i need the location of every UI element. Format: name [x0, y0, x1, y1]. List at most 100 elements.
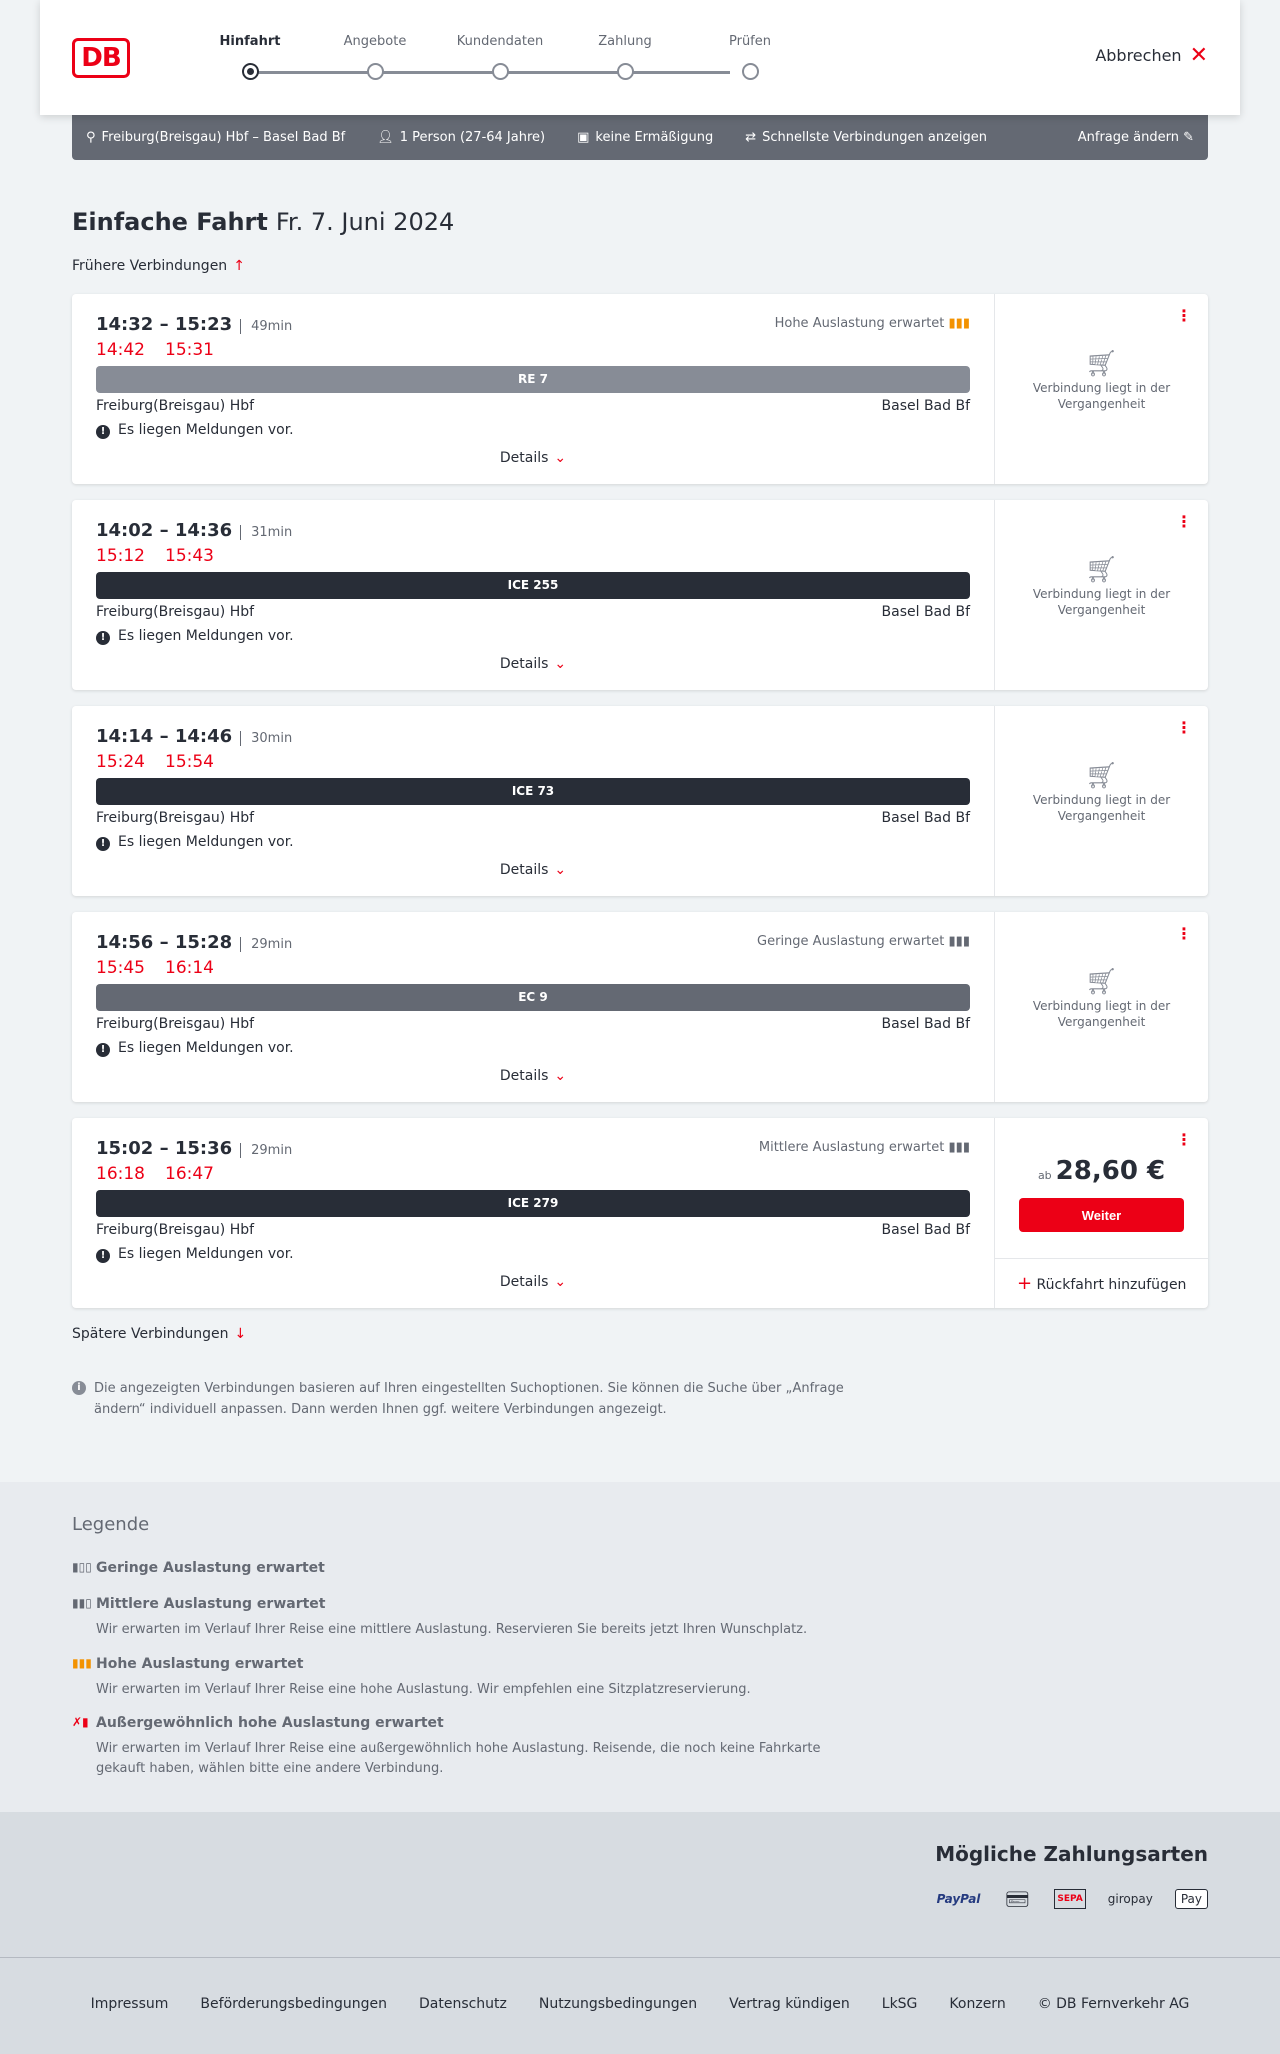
occupancy-text: Hohe Auslastung erwartet: [774, 316, 945, 331]
offer-panel: ⋮ ab 28,60 € Weiter + Rückfahrt hinzufügen: [994, 1118, 1208, 1308]
message-notice: ! Es liegen Meldungen vor.: [96, 1040, 294, 1057]
train-bar: RE 7: [96, 366, 970, 393]
connection-card: 14:14 – 14:46 30min 15:24 15:54 ICE 73 Fre…: [72, 706, 1208, 896]
realtime-arrival: 16:47: [165, 1164, 214, 1184]
connection-main[interactable]: 14:32 – 15:23 49min 14:42 15:31 Hohe Ausla…: [96, 294, 970, 484]
legend-item: ▮▮▯ Mittlere Auslastung erwartet Wir erwar…: [72, 1596, 872, 1640]
more-options-icon[interactable]: ⋮: [1176, 718, 1192, 737]
realtime-times: 14:42 15:31: [96, 340, 234, 360]
realtime-departure: 15:45: [96, 958, 145, 978]
details-toggle[interactable]: Details ⌄: [96, 862, 970, 878]
edit-request-button[interactable]: Anfrage ändern ✎: [1078, 130, 1194, 145]
duration: 29min: [240, 1143, 293, 1158]
past-connection-notice: 🛒︎ Verbindung liegt in der Vergangenheit: [995, 969, 1208, 1030]
message-text: Es liegen Meldungen vor.: [118, 1246, 294, 1262]
more-options-icon[interactable]: ⋮: [1176, 306, 1192, 325]
continue-button[interactable]: Weiter: [1019, 1198, 1184, 1232]
connection-card: 14:32 – 15:23 49min 14:42 15:31 Hohe Ausla…: [72, 294, 1208, 484]
step-dot: [617, 63, 634, 80]
cancel-button[interactable]: Abbrechen ✕: [1095, 44, 1208, 66]
occupancy-icon: ▮▮▮: [948, 316, 970, 331]
destination-station: Basel Bad Bf: [881, 1222, 970, 1238]
origin-station: Freiburg(Breisgau) Hbf: [96, 604, 255, 620]
step-label: Prüfen: [728, 34, 771, 49]
edit-label: Anfrage ändern: [1077, 130, 1179, 145]
occupancy-info: Hohe Auslastung erwartet ▮▮▮: [775, 316, 970, 331]
more-options-icon[interactable]: ⋮: [1176, 924, 1192, 943]
message-text: Es liegen Meldungen vor.: [118, 834, 294, 850]
connection-main[interactable]: 15:02 – 15:36 29min 16:18 16:47 Mittlere A…: [96, 1118, 970, 1308]
footer-link[interactable]: Konzern: [949, 1996, 1006, 2012]
db-logo[interactable]: DB: [72, 38, 130, 78]
apple-pay-label: Pay: [1180, 1892, 1202, 1906]
duration: 30min: [240, 731, 293, 746]
payment-icons: PayPal 💳︎ SEPA giropay Pay: [937, 1887, 1208, 1911]
message-text: Es liegen Meldungen vor.: [118, 1040, 294, 1056]
progress-steps: Hinfahrt Angebote Kundendaten Zahlung Prüfen: [180, 34, 780, 84]
person-icon: 👤︎: [377, 130, 394, 145]
origin-station: Freiburg(Breisgau) Hbf: [96, 1016, 255, 1032]
details-toggle[interactable]: Details ⌄: [96, 450, 970, 466]
details-toggle[interactable]: Details ⌄: [96, 656, 970, 672]
realtime-departure: 16:18: [96, 1164, 145, 1184]
step-label: Angebote: [343, 34, 407, 49]
realtime-times: 15:45 16:14: [96, 958, 234, 978]
footer-link[interactable]: Beförderungsbedingungen: [200, 1996, 387, 2012]
footer-link[interactable]: © DB Fernverkehr AG: [1037, 1996, 1190, 2012]
time-range: 14:14 – 14:46: [96, 726, 233, 747]
past-connection-notice: 🛒︎ Verbindung liegt in der Vergangenheit: [995, 763, 1208, 824]
occupancy-icon: ▮▮▯: [72, 1596, 92, 1610]
step-dot: [742, 63, 759, 80]
price-value: 28,60 €: [1055, 1156, 1166, 1186]
step-dot: [367, 63, 384, 80]
connection-main[interactable]: 14:56 – 15:28 29min 15:45 16:14 Geringe Au…: [96, 912, 970, 1102]
later-connections-link[interactable]: Spätere Verbindungen ↓: [72, 1326, 246, 1342]
sepa-icon: SEPA: [1054, 1889, 1086, 1909]
more-options-icon[interactable]: ⋮: [1176, 512, 1192, 531]
step-1: Angebote: [315, 34, 435, 80]
origin-station: Freiburg(Breisgau) Hbf: [96, 1222, 255, 1238]
details-toggle[interactable]: Details ⌄: [96, 1068, 970, 1084]
legend-item-title: Geringe Auslastung erwartet: [96, 1560, 325, 1576]
footer-link[interactable]: Datenschutz: [418, 1996, 507, 2012]
cancel-label: Abbrechen: [1095, 46, 1182, 65]
occupancy-icon: ▮▮▮: [72, 1656, 92, 1670]
destination-station: Basel Bad Bf: [881, 398, 970, 414]
info-icon: i: [72, 1381, 86, 1395]
step-label: Zahlung: [598, 34, 652, 49]
legend-item: ✗▮ Außergewöhnlich hohe Auslastung erwart…: [72, 1715, 872, 1779]
footer-link[interactable]: Vertrag kündigen: [729, 1996, 850, 2012]
details-toggle[interactable]: Details ⌄: [96, 1274, 970, 1290]
occupancy-icon: ▮▮▮: [948, 1140, 970, 1155]
exclamation-icon: !: [96, 1043, 110, 1057]
message-notice: ! Es liegen Meldungen vor.: [96, 628, 294, 645]
step-label: Kundendaten: [456, 34, 544, 49]
earlier-connections-link[interactable]: Frühere Verbindungen ↑: [72, 258, 245, 274]
footer-link[interactable]: LkSG: [881, 1996, 918, 2012]
discount-info: ▣ keine Ermäßigung: [577, 130, 713, 145]
legend-item: ▮▮▮ Hohe Auslastung erwartet Wir erwarten …: [72, 1656, 872, 1700]
offer-panel: ⋮ 🛒︎ Verbindung liegt in der Vergangenheit: [994, 912, 1208, 1102]
step-dot: [492, 63, 509, 80]
realtime-departure: 15:12: [96, 546, 145, 566]
exclamation-icon: !: [96, 837, 110, 851]
location-pin-icon: ⚲: [86, 130, 96, 145]
footer: Impressum Beförderungsbedingungen Datensch…: [0, 1957, 1280, 2054]
connection-main[interactable]: 14:14 – 14:46 30min 15:24 15:54 ICE 73 Fre…: [96, 706, 970, 896]
more-options-icon[interactable]: ⋮: [1176, 1130, 1192, 1149]
step-dot: [242, 63, 259, 80]
footer-link[interactable]: Nutzungsbedingungen: [538, 1996, 698, 2012]
legend-item: ▮▯▯ Geringe Auslastung erwartet: [72, 1560, 872, 1576]
add-return-button[interactable]: + Rückfahrt hinzufügen: [995, 1258, 1208, 1308]
connection-main[interactable]: 14:02 – 14:36 31min 15:12 15:43 ICE 255 Fr…: [96, 500, 970, 690]
destination-station: Basel Bad Bf: [881, 604, 970, 620]
realtime-arrival: 15:54: [165, 752, 214, 772]
chevron-down-icon: ⌄: [554, 1068, 567, 1084]
legend-item-text: Wir erwarten im Verlauf Ihrer Reise eine…: [96, 1622, 808, 1637]
footer-link[interactable]: Impressum: [90, 1996, 169, 2012]
details-label: Details: [499, 862, 549, 878]
credit-card-icon: 💳︎: [1004, 1887, 1031, 1911]
occupancy-text: Geringe Auslastung erwartet: [757, 934, 945, 949]
route-info: ⚲ Freiburg(Breisgau) Hbf – Basel Bad Bf: [86, 130, 345, 145]
scheduled-times: 14:56 – 15:28 29min: [96, 932, 293, 953]
